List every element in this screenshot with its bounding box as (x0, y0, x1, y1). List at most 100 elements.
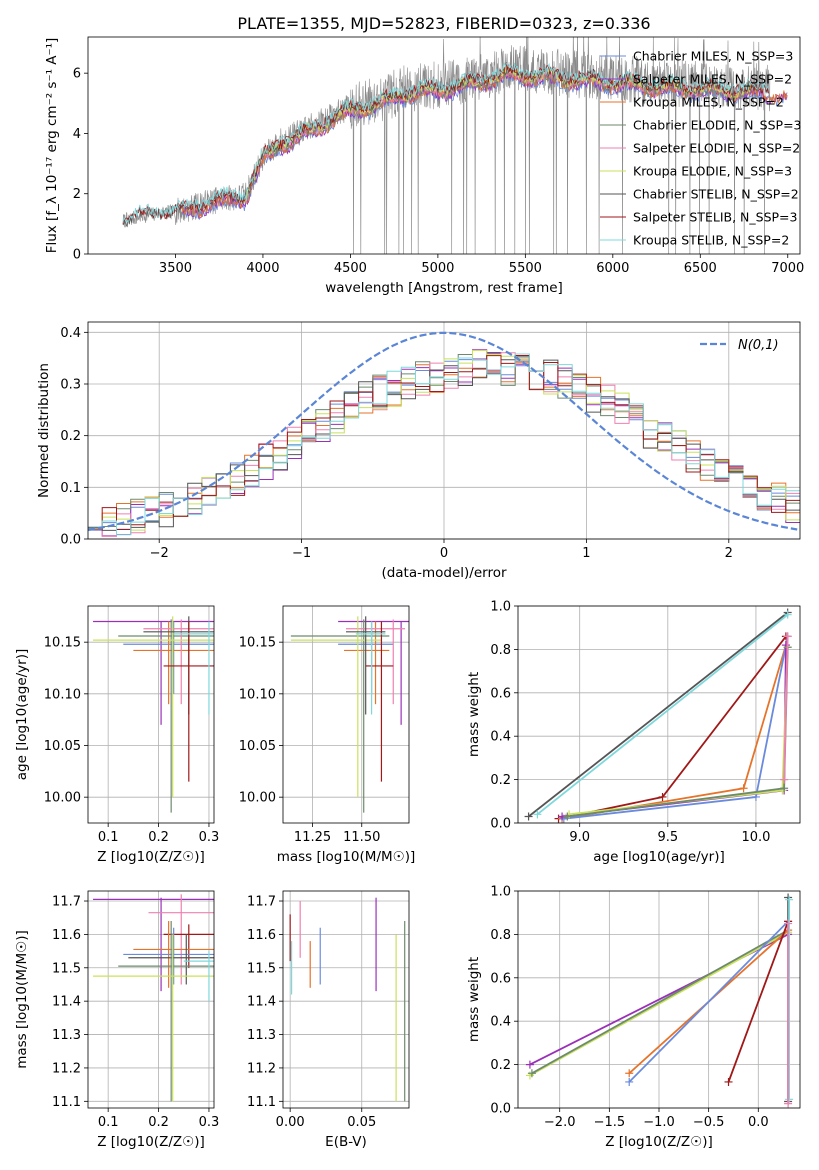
residuals-axes: N(0,1) −2 −1 0 1 2 0.0 0.1 0.2 0.3 0.4 (data-model)… (36, 321, 801, 581)
age-vs-Z-ytick-label: 10.00 (44, 791, 81, 806)
mass-vs-ebv-ytick-label: 11.5 (247, 961, 276, 976)
legend-label-km: Kroupa MILES, N_SSP=2 (633, 95, 784, 110)
age-vs-Z-ylabel: age [log10(age/yr)] (14, 649, 30, 781)
residuals-ytick-label: 0.2 (60, 429, 81, 444)
mass-vs-ebv-plot-area (289, 897, 406, 1102)
weight-marker-se (783, 632, 792, 641)
weight-vs-Z-xtick-label: −1.0 (643, 1115, 675, 1130)
residuals-xlabel: (data-model)/error (381, 565, 507, 581)
weight-vs-age-ytick-label: 1.0 (490, 600, 511, 615)
weight-line-ce (531, 929, 789, 1075)
weight-vs-age-ytick-label: 0.0 (490, 817, 511, 832)
mass-vs-Z-ytick-label: 11.1 (52, 1095, 81, 1110)
legend-label-sm: Salpeter MILES, N_SSP=2 (633, 72, 792, 87)
age-vs-mass-ytick-label: 10.00 (239, 791, 276, 806)
weight-vs-age-ytick-label: 0.2 (490, 773, 511, 788)
spectrum-xtick-label: 4500 (334, 261, 367, 276)
weight-line-sm (561, 645, 787, 818)
weight-vs-age-xtick-label: 9.5 (657, 830, 678, 845)
residuals-ytick-label: 0.1 (60, 481, 81, 496)
weight-line-se (783, 636, 789, 780)
age-vs-Z-ytick-label: 10.10 (44, 687, 81, 702)
age-vs-mass-frame (282, 605, 410, 824)
weight-line-ke (569, 647, 789, 816)
spectrum-ytick-label: 6 (73, 67, 81, 82)
mass-vs-Z-frame (87, 890, 215, 1109)
weight-marker-sm (525, 1060, 534, 1069)
age-vs-Z-ytick-label: 10.15 (44, 636, 81, 651)
age-vs-mass-ytick-label: 10.10 (239, 687, 276, 702)
weight-vs-Z-xtick-label: −1.5 (594, 1115, 626, 1130)
mass-vs-Z-ytick-label: 11.5 (52, 961, 81, 976)
age-vs-mass-axes: 11.25 11.50 10.00 10.05 10.10 10.15 mass [log1… (239, 605, 416, 865)
weight-marker-cs (784, 893, 793, 902)
spectrum-xtick-label: 5000 (421, 261, 454, 276)
weight-vs-age-frame (517, 605, 801, 824)
residuals-xtick-label: −1 (292, 546, 311, 561)
histogram-line-ss (88, 355, 800, 530)
weight-marker-se (780, 775, 789, 784)
mass-vs-ebv-axes: 0.00 0.05 11.1 11.2 11.3 11.4 11.5 11.6 11.7 E(B-… (247, 890, 410, 1150)
age-vs-mass-xlabel: mass [log10(M/M☉)] (277, 849, 416, 865)
model-spectrum-line-ks (122, 61, 769, 224)
legend-label-cs: Chabrier STELIB, N_SSP=2 (633, 187, 799, 202)
histogram-line-ke (88, 350, 800, 531)
histogram-line-cs (88, 356, 800, 531)
normal-legend-label: N(0,1) (738, 338, 779, 353)
weight-line-cs (528, 611, 789, 818)
weight-vs-age-ytick-label: 0.8 (490, 643, 511, 658)
mass-vs-Z-xlabel: Z [log10(Z/Z☉)] (97, 1134, 205, 1150)
weight-line-ss (558, 635, 787, 820)
residuals-ytick-label: 0.3 (60, 378, 81, 393)
weight-vs-age-ylabel: mass weight (466, 672, 482, 757)
age-vs-Z-xtick-label: 0.2 (148, 830, 169, 845)
weight-marker-ss (658, 792, 667, 801)
spectrum-plot-area (122, 37, 788, 254)
spectrum-xtick-label: 6500 (684, 261, 717, 276)
age-vs-Z-plot-area (93, 616, 214, 813)
spectrum-xtick-label: 6000 (596, 261, 629, 276)
weight-vs-Z-xtick-label: −0.5 (693, 1115, 725, 1130)
legend-label-ce: Chabrier ELODIE, N_SSP=3 (633, 118, 802, 133)
mass-vs-ebv-ytick-label: 11.4 (247, 995, 276, 1010)
weight-vs-age-xtick-label: 9.0 (569, 830, 590, 845)
weight-vs-age-axes: 9.0 9.5 10.0 0.0 0.2 0.4 0.6 0.8 1.0 age [log10(a… (466, 600, 801, 865)
spectrum-ytick-label: 4 (73, 127, 81, 142)
residuals-plot-area (88, 331, 800, 537)
weight-marker-km (625, 1069, 634, 1078)
spectrum-ylabel: Flux [f_λ 10⁻¹⁷ erg cm⁻² s⁻¹ A⁻¹] (44, 38, 60, 254)
spectrum-frame (87, 36, 801, 255)
mass-vs-Z-xtick-label: 0.3 (199, 1115, 220, 1130)
weight-vs-Z-ytick-label: 0.4 (490, 1015, 511, 1030)
mass-vs-Z-ytick-label: 11.3 (52, 1028, 81, 1043)
legend-label-se: Salpeter ELODIE, N_SSP=2 (633, 141, 800, 156)
weight-marker-km (739, 784, 748, 793)
spectrum-axes: Chabrier MILES, N_SSP=3 Salpeter MILES, N… (44, 36, 804, 296)
residuals-ytick-label: 0.4 (60, 326, 81, 341)
age-vs-mass-xtick-label: 11.50 (343, 830, 380, 845)
spectrum-ytick-label: 2 (73, 187, 81, 202)
mass-vs-Z-plot-area (93, 894, 214, 1102)
residuals-xtick-label: 2 (725, 546, 733, 561)
age-vs-mass-plot-area (290, 616, 409, 813)
residuals-xtick-label: 1 (582, 546, 590, 561)
age-vs-Z-axes: 0.1 0.2 0.3 10.00 10.05 10.10 10.15 Z [log10(Z/… (14, 605, 219, 865)
weight-line-ce (567, 647, 789, 818)
mass-vs-Z-axes: 0.1 0.2 0.3 11.1 11.2 11.3 11.4 11.5 11.6 11.7 Z [… (14, 890, 220, 1150)
weight-marker-cs (524, 812, 533, 821)
weight-vs-Z-xlabel: Z [log10(Z/Z☉)] (605, 1134, 713, 1150)
weight-marker-ks (533, 810, 542, 819)
weight-line-ks (536, 613, 789, 816)
legend-label-cm: Chabrier MILES, N_SSP=3 (633, 49, 793, 64)
mass-vs-Z-ytick-label: 11.6 (52, 928, 81, 943)
age-vs-Z-xlabel: Z [log10(Z/Z☉)] (97, 849, 205, 865)
mass-vs-Z-xtick-label: 0.2 (148, 1115, 169, 1130)
mass-vs-ebv-ytick-label: 11.1 (247, 1095, 276, 1110)
legend-label-ss: Salpeter STELIB, N_SSP=3 (633, 210, 797, 225)
normal-curve-line (88, 331, 798, 531)
figure-title: PLATE=1355, MJD=52823, FIBERID=0323, z=0… (237, 14, 650, 33)
mass-vs-ebv-xlabel: E(B-V) (325, 1134, 367, 1150)
weight-marker-ss (724, 1077, 733, 1086)
weight-line-cm (628, 920, 789, 1083)
